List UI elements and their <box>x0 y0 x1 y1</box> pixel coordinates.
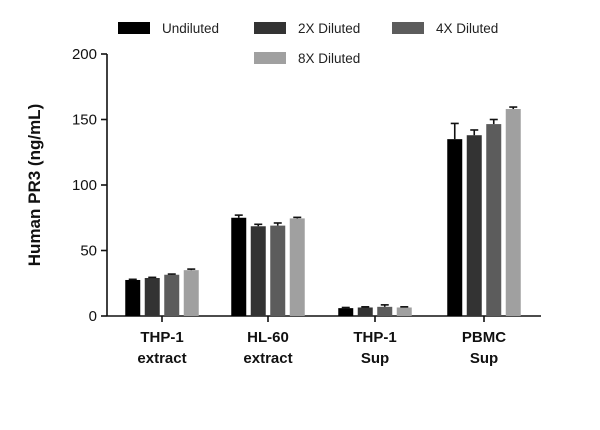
bar <box>486 124 501 316</box>
bar <box>377 307 392 316</box>
y-tick-label: 0 <box>89 308 97 325</box>
legend-swatch <box>254 22 286 34</box>
bar <box>184 270 199 316</box>
bar <box>447 139 462 316</box>
legend-label: 8X Diluted <box>298 51 360 66</box>
y-axis: 0 50 100 150 200 <box>72 46 107 325</box>
x-tick-label: Sup <box>470 350 498 367</box>
legend-label: Undiluted <box>162 21 219 36</box>
bars <box>125 107 521 316</box>
y-tick-label: 200 <box>72 46 97 63</box>
bar <box>338 308 353 316</box>
legend-swatch <box>254 52 286 64</box>
bar <box>164 275 179 316</box>
y-axis-label: Human PR3 (ng/mL) <box>25 104 44 266</box>
legend: Undiluted 2X Diluted 4X Diluted 8X Diluted <box>118 21 498 66</box>
bar <box>270 226 285 316</box>
bar <box>397 307 412 316</box>
bar <box>290 218 305 316</box>
x-tick-label: Sup <box>361 350 389 367</box>
legend-label: 2X Diluted <box>298 21 360 36</box>
bar <box>145 278 160 316</box>
x-tick-label: extract <box>243 350 292 367</box>
x-tick-label: THP-1 <box>140 329 183 346</box>
legend-swatch <box>392 22 424 34</box>
legend-label: 4X Diluted <box>436 21 498 36</box>
x-axis: THP-1 extract HL-60 extract THP-1 Sup PBMC Sup <box>107 316 541 367</box>
y-tick-label: 50 <box>80 243 97 260</box>
x-tick-label: extract <box>137 350 186 367</box>
bar <box>231 218 246 316</box>
x-tick-label: THP-1 <box>353 329 396 346</box>
y-tick-label: 150 <box>72 112 97 129</box>
x-tick-label: HL-60 <box>247 329 289 346</box>
bar <box>506 109 521 316</box>
bar <box>251 226 266 316</box>
bar <box>125 280 140 316</box>
bar <box>467 135 482 316</box>
y-tick-label: 100 <box>72 177 97 194</box>
bar <box>358 307 373 316</box>
x-tick-label: PBMC <box>462 329 506 346</box>
legend-swatch <box>118 22 150 34</box>
